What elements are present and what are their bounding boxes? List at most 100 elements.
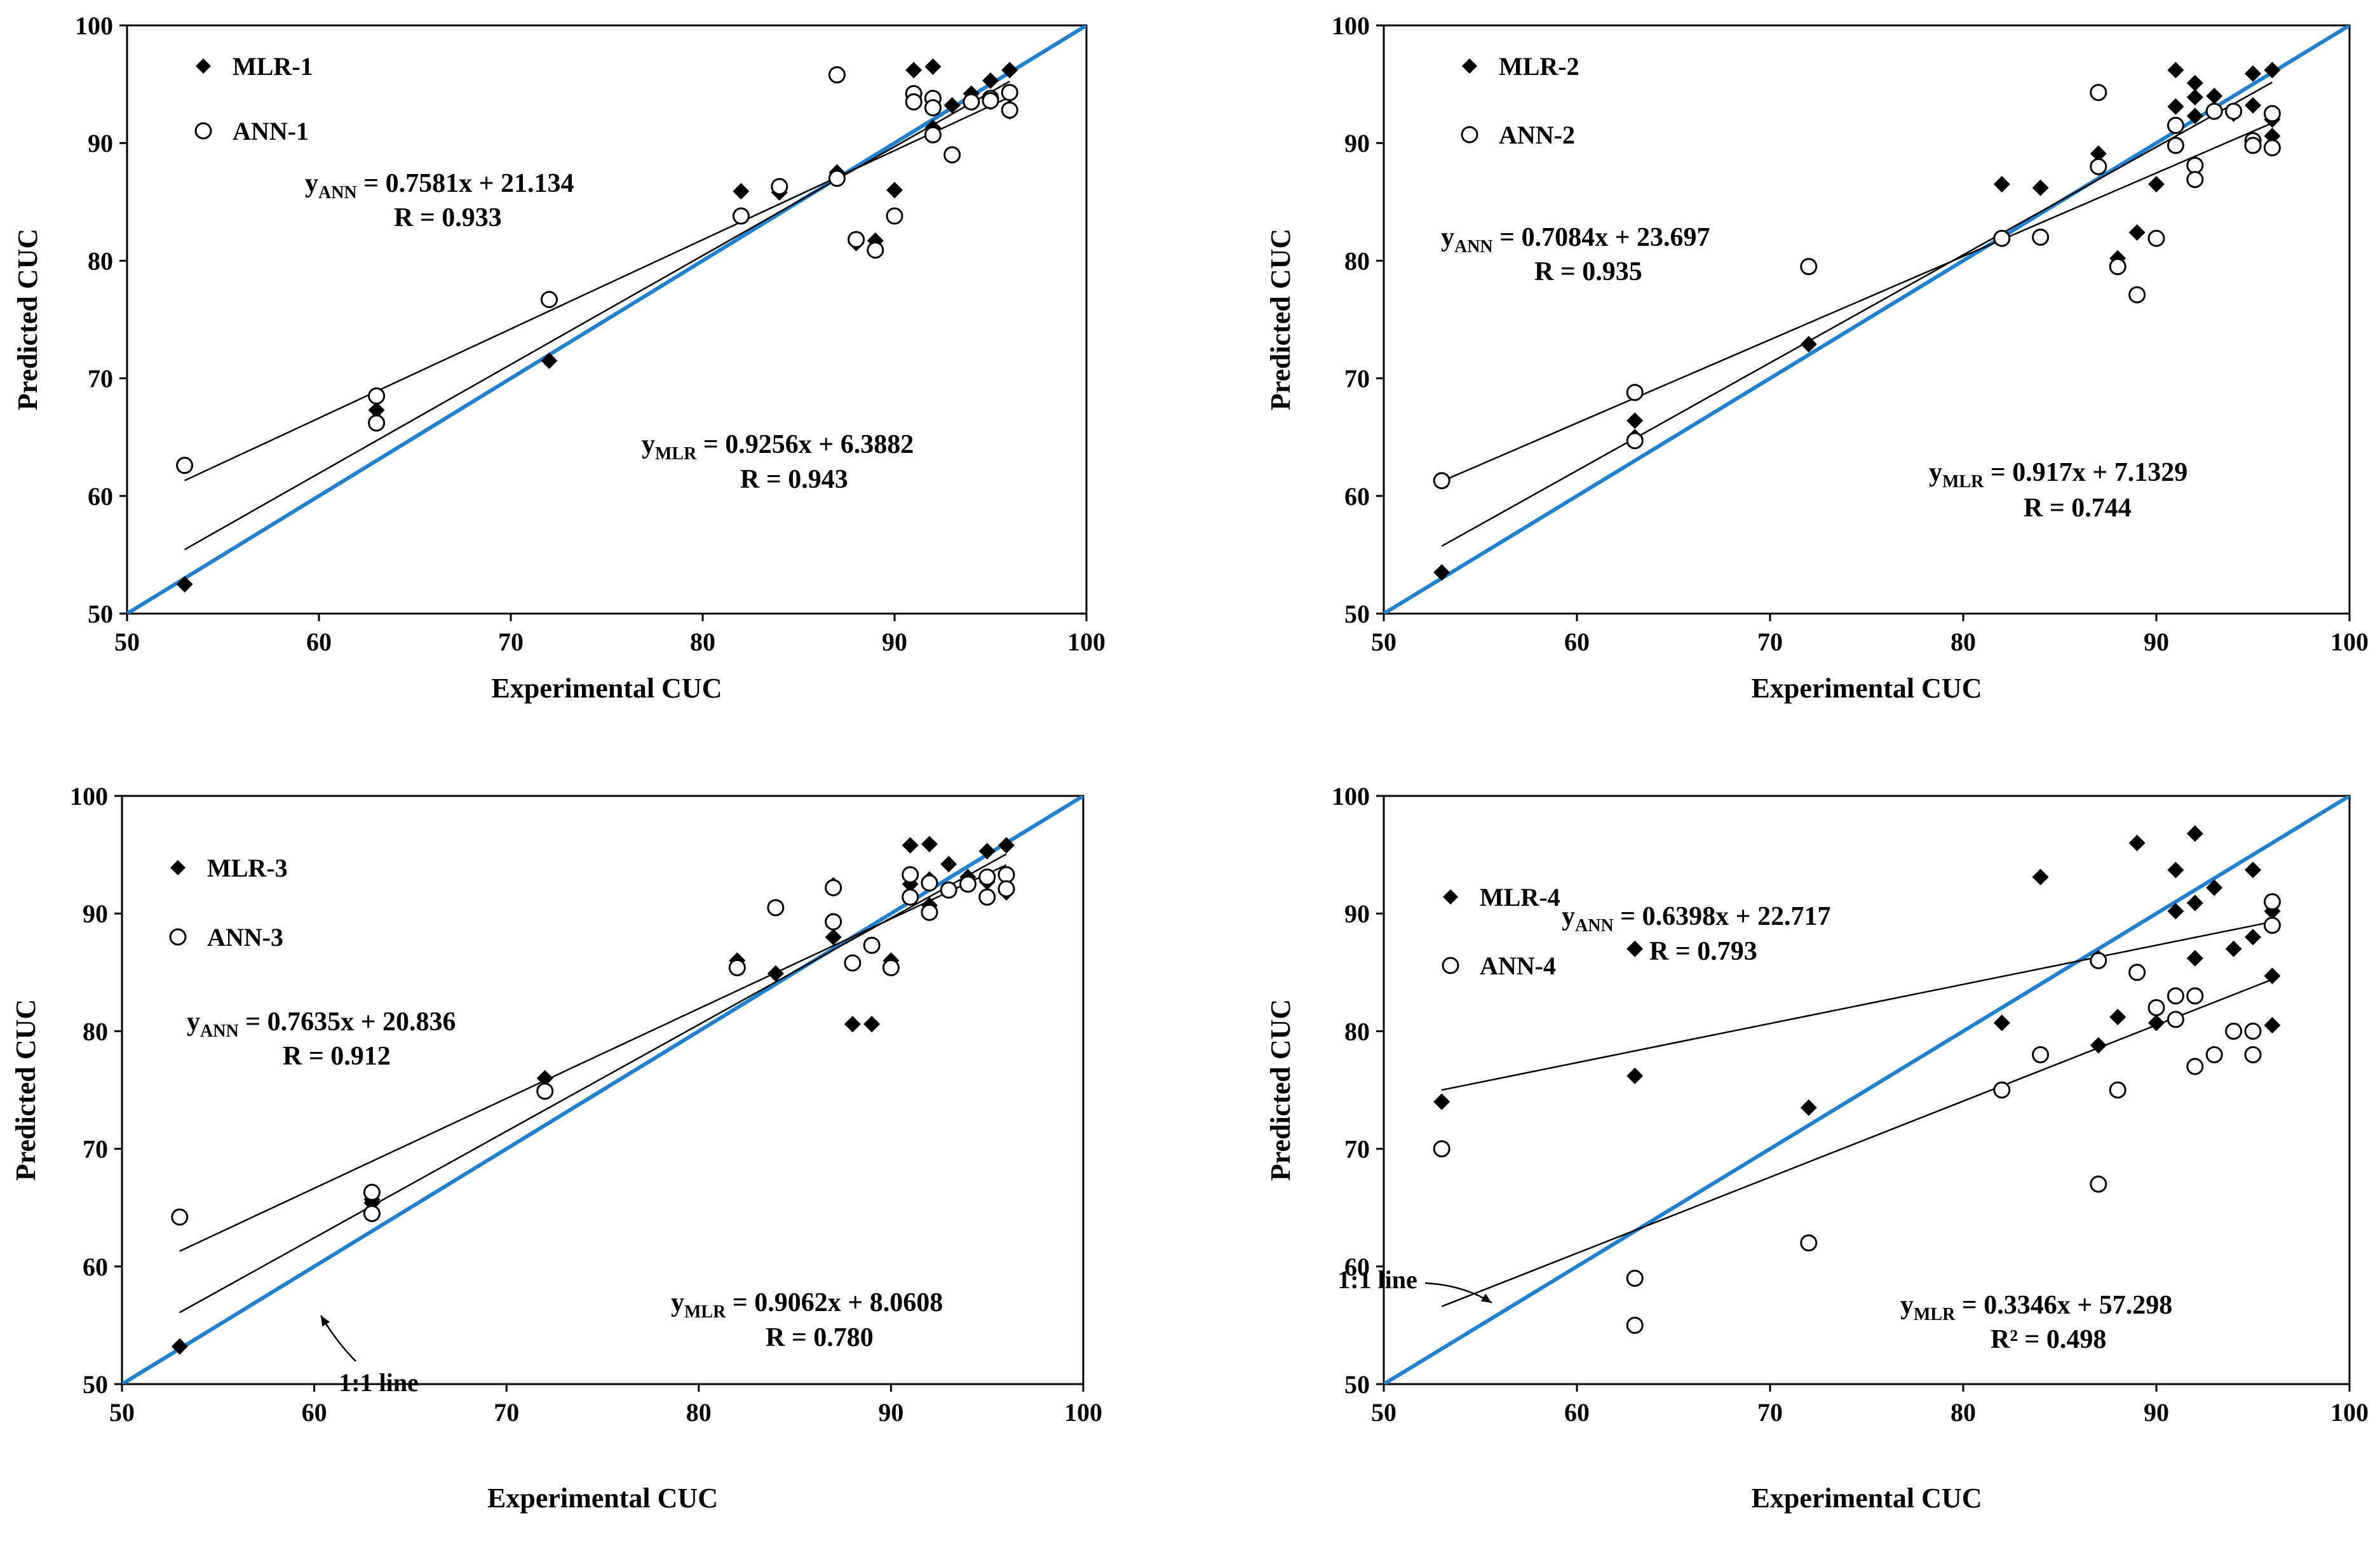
ann-data-point (828, 170, 846, 187)
fit-line-mlr (184, 80, 1010, 551)
plot-area-frame (1383, 24, 2351, 615)
y-tick-label: 70 (1344, 365, 1370, 393)
plot-area-frame (1383, 795, 2351, 1385)
fit-line-mlr (1441, 978, 2273, 1307)
y-tick-label: 90 (1344, 129, 1370, 158)
mlr-data-point (924, 58, 942, 75)
x-tick-label: 90 (2144, 1398, 2169, 1427)
mlr-data-point (1993, 176, 2010, 193)
ann-equation: yANN = 0.7581x + 21.134 (305, 169, 574, 203)
ann-data-point (2147, 229, 2165, 247)
ann-data-point (2109, 1081, 2126, 1099)
y-tick-label: 100 (75, 11, 113, 40)
ann-data-point (767, 899, 785, 917)
mlr-data-point (863, 1016, 881, 1033)
x-tick-label: 100 (1064, 1398, 1102, 1427)
mlr-data-point (886, 182, 903, 199)
ann-data-point (176, 457, 194, 474)
mlr-data-point (1626, 1067, 1644, 1084)
mlr-data-point (2264, 967, 2281, 985)
y-tick-label: 100 (1332, 11, 1370, 40)
ann-data-point (848, 231, 865, 248)
legend-label: ANN-1 (233, 117, 309, 145)
ann-data-point (2090, 1175, 2107, 1193)
ann-data-point (863, 936, 881, 954)
mlr-equation: yMLR = 0.9256x + 6.3882 (642, 430, 914, 464)
ann-correlation: R = 0.912 (283, 1042, 391, 1071)
ann-data-point (171, 1208, 189, 1226)
ann-data-point (368, 414, 386, 432)
ann-data-point (924, 99, 942, 117)
ann-data-point (921, 874, 938, 892)
mlr-data-point (368, 401, 385, 419)
legend-label: MLR-1 (233, 52, 313, 81)
fit-line-ann (1441, 920, 2273, 1091)
y-tick-label: 80 (88, 246, 113, 275)
ann-data-point (1001, 84, 1018, 102)
ann-correlation: R = 0.793 (1649, 937, 1757, 966)
mlr-data-point (2090, 1037, 2107, 1054)
plot-area-frame (121, 795, 1085, 1385)
ann-data-point (978, 868, 996, 886)
mlr-data-point (1433, 564, 1450, 581)
ann-data-point (943, 146, 961, 164)
y-tick-label: 80 (1344, 246, 1370, 275)
ann-data-point (2263, 893, 2281, 911)
mlr-data-point (2245, 65, 2261, 82)
mlr-data-point (2167, 98, 2184, 115)
x-tick-label: 80 (1951, 1398, 1976, 1427)
x-tick-label: 80 (690, 628, 715, 656)
ann-data-point (2090, 158, 2107, 175)
ann-data-point (363, 1183, 381, 1201)
mlr-data-point (2032, 179, 2049, 196)
x-tick-label: 80 (686, 1398, 712, 1427)
mlr-data-point (2167, 903, 2184, 920)
y-tick-label: 90 (1344, 899, 1370, 928)
plot-area-frame (126, 24, 1088, 615)
ann-equation: yANN = 0.7084x + 23.697 (1441, 223, 1710, 257)
mlr-equation-subscript: MLR (655, 444, 697, 464)
mlr-data-point (2186, 950, 2203, 967)
ann-data-point (1800, 1234, 1818, 1252)
legend-label: ANN-4 (1480, 952, 1556, 980)
ann-data-point (1993, 229, 2011, 247)
y-tick-label: 60 (1344, 482, 1370, 511)
mlr-data-point (1800, 335, 1817, 353)
ann-data-point (1626, 384, 1644, 401)
legend-marker-diamond (170, 860, 186, 875)
y-tick-label: 60 (88, 482, 113, 511)
ann-data-point (2263, 105, 2281, 123)
ann-data-point (1800, 258, 1818, 276)
x-tick-label: 100 (2330, 1398, 2369, 1427)
mlr-data-point (2186, 107, 2203, 124)
ann-equation-rest: = 0.6398x + 22.717 (1614, 902, 1831, 931)
y-tick-label: 50 (88, 600, 113, 628)
mlr-data-point (2109, 1009, 2126, 1026)
x-tick-label: 90 (2144, 628, 2169, 656)
fit-line-mlr (1441, 81, 2273, 547)
mlr-data-point (982, 72, 999, 90)
ann-data-point (2167, 987, 2184, 1005)
ann-data-point (1993, 1081, 2011, 1099)
x-tick-label: 50 (109, 1398, 135, 1427)
ann-data-point (2205, 1046, 2223, 1063)
x-tick-label: 70 (1757, 628, 1783, 656)
fit-line-ann (184, 96, 1010, 481)
x-tick-label: 50 (1371, 1398, 1396, 1427)
y-tick-label: 50 (1344, 1370, 1370, 1399)
mlr-data-point (2245, 929, 2261, 946)
ann-data-point (2244, 137, 2262, 154)
ann-data-point (2167, 1011, 2184, 1028)
legend-marker-diamond (1443, 889, 1458, 905)
ann-data-point (2263, 139, 2281, 157)
ann-data-point (921, 903, 938, 921)
mlr-data-point (1626, 940, 1644, 957)
ann-data-point (2128, 286, 2146, 304)
mlr-data-point (905, 62, 923, 79)
legend-label: MLR-4 (1480, 883, 1560, 912)
legend-marker-circle (1461, 126, 1478, 144)
mlr-data-point (171, 1338, 188, 1355)
ann-data-point (2186, 156, 2204, 174)
mlr-equation-base: y (671, 1288, 684, 1317)
mlr-data-point (2128, 224, 2146, 241)
